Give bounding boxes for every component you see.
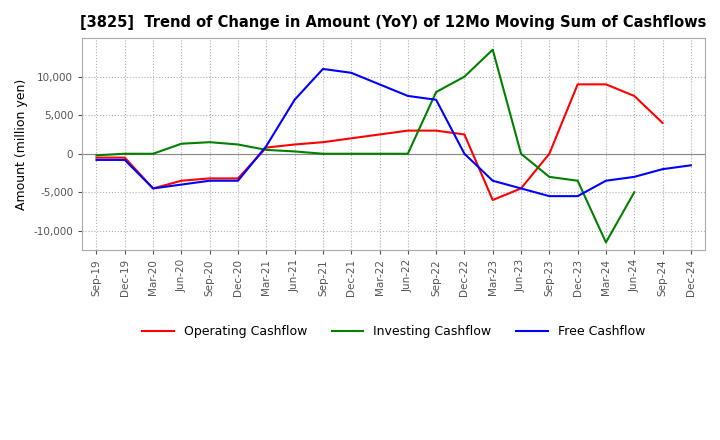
Operating Cashflow [403,128,412,133]
Line: Investing Cashflow: Investing Cashflow [96,50,634,242]
Line: Free Cashflow: Free Cashflow [96,69,691,196]
Investing Cashflow [545,174,554,180]
Operating Cashflow [262,145,271,150]
Operating Cashflow [517,186,526,191]
Investing Cashflow [432,89,441,95]
Investing Cashflow [460,74,469,79]
Free Cashflow [205,178,214,183]
Operating Cashflow [488,198,497,203]
Free Cashflow [375,82,384,87]
Investing Cashflow [120,151,129,156]
Investing Cashflow [92,153,101,158]
Free Cashflow [545,194,554,199]
Free Cashflow [177,182,186,187]
Operating Cashflow [573,82,582,87]
Free Cashflow [517,186,526,191]
Investing Cashflow [517,151,526,156]
Free Cashflow [347,70,356,75]
Operating Cashflow [234,176,243,181]
Operating Cashflow [149,186,158,191]
Operating Cashflow [120,155,129,160]
Y-axis label: Amount (million yen): Amount (million yen) [15,78,28,210]
Operating Cashflow [630,93,639,99]
Operating Cashflow [460,132,469,137]
Investing Cashflow [375,151,384,156]
Line: Operating Cashflow: Operating Cashflow [96,84,662,200]
Free Cashflow [234,178,243,183]
Free Cashflow [432,97,441,103]
Operating Cashflow [432,128,441,133]
Free Cashflow [120,157,129,162]
Operating Cashflow [318,139,327,145]
Operating Cashflow [658,120,667,125]
Investing Cashflow [403,151,412,156]
Investing Cashflow [290,149,299,154]
Legend: Operating Cashflow, Investing Cashflow, Free Cashflow: Operating Cashflow, Investing Cashflow, … [138,320,650,343]
Free Cashflow [92,157,101,162]
Free Cashflow [630,174,639,180]
Free Cashflow [687,163,696,168]
Free Cashflow [460,151,469,156]
Free Cashflow [573,194,582,199]
Free Cashflow [602,178,611,183]
Operating Cashflow [545,151,554,156]
Investing Cashflow [177,141,186,147]
Free Cashflow [403,93,412,99]
Investing Cashflow [234,142,243,147]
Title: [3825]  Trend of Change in Amount (YoY) of 12Mo Moving Sum of Cashflows: [3825] Trend of Change in Amount (YoY) o… [81,15,707,30]
Investing Cashflow [630,190,639,195]
Investing Cashflow [262,147,271,153]
Free Cashflow [262,143,271,149]
Free Cashflow [488,178,497,183]
Investing Cashflow [318,151,327,156]
Free Cashflow [290,97,299,103]
Operating Cashflow [177,178,186,183]
Investing Cashflow [488,47,497,52]
Operating Cashflow [602,82,611,87]
Operating Cashflow [375,132,384,137]
Free Cashflow [658,166,667,172]
Free Cashflow [149,186,158,191]
Operating Cashflow [290,142,299,147]
Investing Cashflow [573,178,582,183]
Operating Cashflow [92,155,101,160]
Investing Cashflow [602,240,611,245]
Operating Cashflow [347,136,356,141]
Operating Cashflow [205,176,214,181]
Free Cashflow [318,66,327,72]
Investing Cashflow [205,139,214,145]
Investing Cashflow [347,151,356,156]
Investing Cashflow [149,151,158,156]
